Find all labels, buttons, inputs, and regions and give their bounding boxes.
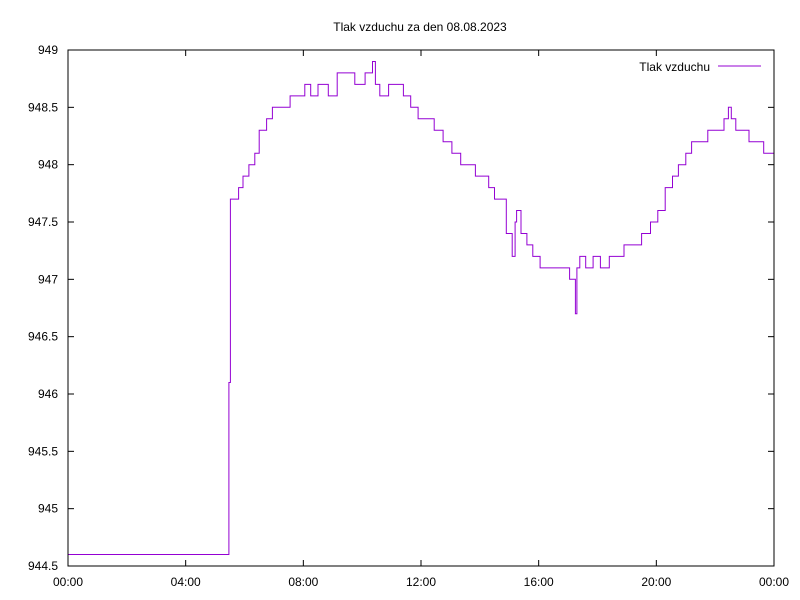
y-tick-label: 945.5 (28, 444, 58, 458)
chart-title: Tlak vzduchu za den 08.08.2023 (333, 20, 507, 34)
y-tick-label: 945 (38, 502, 58, 516)
y-tick-label: 947 (38, 272, 58, 286)
x-tick-label: 04:00 (171, 575, 201, 589)
x-tick-label: 16:00 (524, 575, 554, 589)
y-tick-label: 947.5 (28, 215, 58, 229)
x-tick-label: 00:00 (759, 575, 789, 589)
series-line-0 (68, 61, 774, 555)
y-tick-label: 946.5 (28, 330, 58, 344)
x-tick-label: 08:00 (288, 575, 318, 589)
legend: Tlak vzduchu (639, 60, 761, 74)
plot-frame (67, 49, 775, 567)
y-tick-label: 944.5 (28, 559, 58, 573)
y-tick-label: 948.5 (28, 100, 58, 114)
series-group (68, 61, 774, 555)
legend-label: Tlak vzduchu (639, 60, 710, 74)
x-tick-label: 20:00 (641, 575, 671, 589)
x-tick-label: 00:00 (53, 575, 83, 589)
axis-ticks: 944.5 945 945.5 946 946.5 947 947.5 948 948.5 949… (28, 43, 789, 589)
y-tick-label: 946 (38, 387, 58, 401)
y-tick-label: 948 (38, 158, 58, 172)
y-tick-label: 949 (38, 43, 58, 57)
x-tick-label: 12:00 (406, 575, 436, 589)
